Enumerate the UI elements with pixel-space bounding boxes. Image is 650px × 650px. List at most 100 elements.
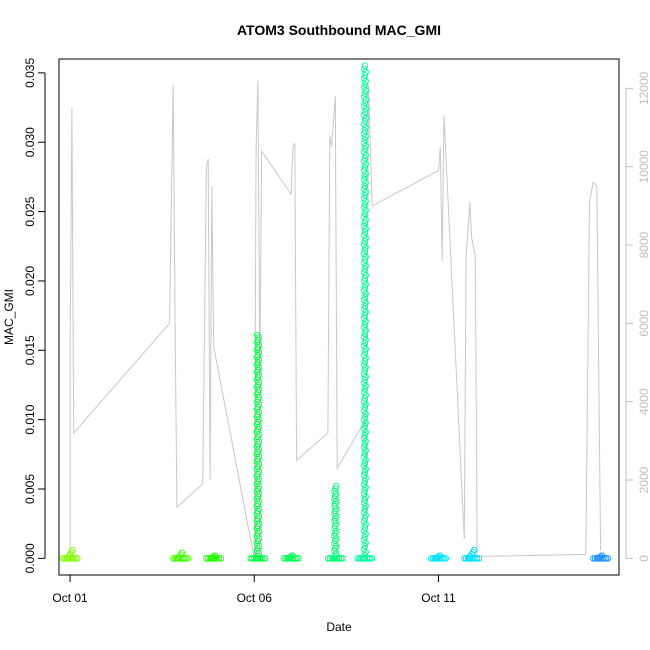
data-point: [360, 259, 368, 267]
y-tick-label: 0.035: [23, 58, 37, 88]
data-point: [362, 456, 369, 464]
data-point: [362, 355, 369, 362]
chart-title: ATOM3 Southbound MAC_GMI: [237, 22, 441, 38]
data-point: [470, 546, 478, 554]
y-tick-label: 0.020: [23, 266, 37, 296]
data-point: [360, 333, 368, 341]
data-point: [361, 404, 369, 411]
data-point: [361, 302, 369, 310]
data-point: [360, 148, 368, 156]
data-point: [475, 555, 483, 562]
data-point: [362, 179, 369, 187]
data-point: [360, 65, 368, 73]
data-point: [253, 331, 261, 339]
data-point: [361, 191, 369, 199]
data-point: [360, 527, 368, 534]
y-axis-label: MAC_GMI: [2, 289, 16, 345]
data-point: [361, 413, 369, 421]
data-point: [361, 515, 369, 522]
y-tick-label: 0.005: [23, 474, 37, 504]
data-point: [361, 238, 369, 245]
data-point: [360, 444, 368, 451]
data-point: [361, 247, 369, 254]
data-point: [602, 555, 610, 562]
data-point: [360, 167, 368, 174]
data-point: [360, 158, 368, 165]
data-point: [361, 81, 369, 88]
data-point: [362, 78, 369, 85]
data-point: [214, 555, 221, 562]
data-point: [360, 185, 368, 193]
points-layer: [59, 62, 612, 562]
data-point: [368, 555, 376, 562]
y2-tick-label: 12000: [637, 71, 650, 105]
data-point: [361, 228, 369, 236]
data-point: [361, 155, 369, 162]
data-point: [361, 339, 369, 347]
data-point: [362, 493, 369, 501]
data-point: [182, 555, 190, 562]
data-point: [362, 327, 369, 334]
data-point: [362, 142, 369, 150]
data-point: [360, 213, 368, 220]
data-point: [360, 499, 368, 507]
data-point: [360, 268, 368, 276]
data-point: [360, 121, 368, 128]
y2-tick-label: 8000: [637, 231, 650, 258]
data-point: [360, 305, 368, 313]
data-point: [361, 395, 369, 402]
data-point: [361, 136, 369, 144]
data-point: [362, 539, 369, 547]
y2-tick-label: 2000: [637, 466, 650, 493]
data-point: [361, 118, 369, 125]
data-point: [360, 370, 368, 377]
secondary-trace-line: [69, 80, 602, 559]
data-point: [362, 512, 369, 519]
data-point: [361, 459, 369, 467]
data-point: [360, 398, 368, 405]
data-point: [600, 555, 608, 562]
data-point: [361, 284, 369, 291]
data-point: [361, 71, 369, 79]
data-point: [258, 555, 265, 562]
data-point: [361, 275, 369, 282]
data-point: [261, 555, 269, 562]
data-point: [361, 348, 369, 356]
data-point: [362, 428, 369, 436]
data-point: [362, 290, 369, 297]
data-point: [293, 555, 300, 562]
data-point: [362, 133, 369, 140]
data-point: [361, 99, 369, 107]
data-point: [360, 361, 368, 368]
data-point: [361, 533, 369, 541]
data-point: [360, 176, 368, 184]
data-point: [362, 96, 369, 104]
data-point: [260, 555, 267, 562]
x-axis-label: Date: [326, 620, 352, 634]
data-point: [360, 342, 368, 350]
secondary-trace-layer: [69, 80, 602, 559]
data-point: [361, 265, 369, 273]
data-point: [362, 105, 369, 113]
data-point: [361, 256, 369, 264]
data-point: [362, 410, 369, 417]
data-point: [360, 130, 368, 137]
y2-tick-label: 6000: [637, 310, 650, 337]
data-point: [365, 555, 372, 562]
data-point: [360, 490, 368, 497]
data-point: [361, 62, 369, 70]
data-point: [440, 555, 448, 562]
data-point: [335, 555, 343, 562]
data-point: [295, 555, 302, 562]
data-point: [362, 521, 369, 528]
y-tick-label: 0.000: [23, 543, 37, 573]
data-point: [362, 271, 369, 279]
data-point: [74, 555, 81, 562]
data-point: [360, 435, 368, 442]
x-tick-label: Oct 01: [52, 591, 88, 605]
data-point: [362, 235, 369, 242]
data-point: [361, 358, 369, 365]
data-point: [362, 401, 369, 408]
data-point: [361, 542, 369, 550]
data-point: [360, 231, 368, 239]
